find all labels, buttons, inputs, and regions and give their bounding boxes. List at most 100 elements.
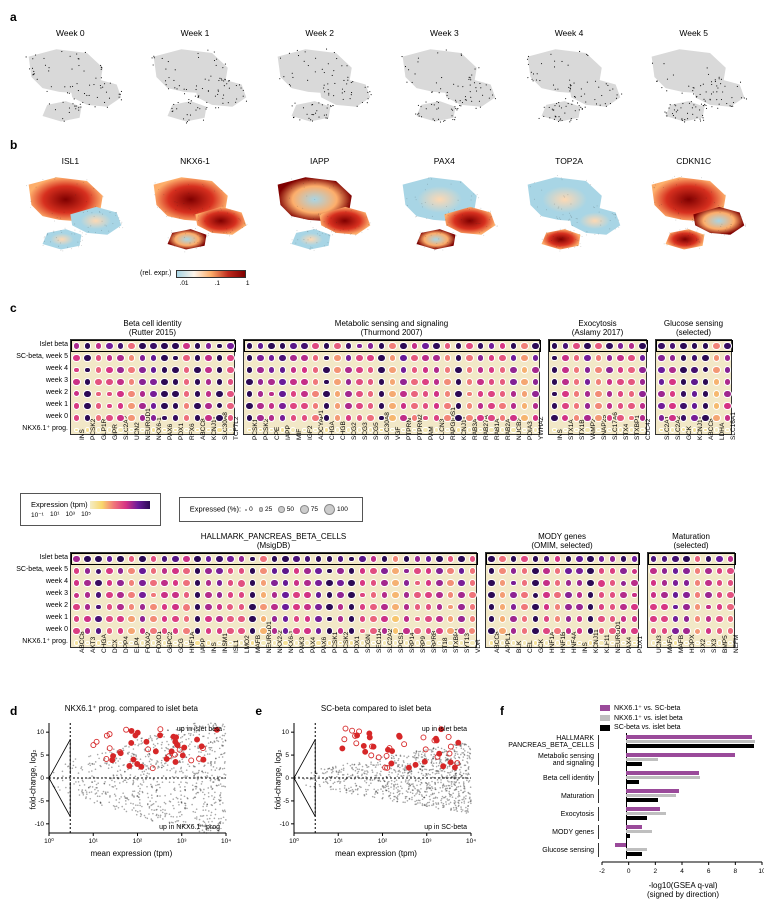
- dotplot-dot: [456, 427, 462, 433]
- dotplot-dot: [337, 615, 345, 623]
- dotplot-dot: [400, 366, 407, 373]
- dotplot-dot: [607, 428, 611, 432]
- dotplot-dot: [95, 354, 103, 362]
- dotplot-dot: [691, 390, 698, 397]
- bar-label: HALLMARKPANCREAS_BETA_CELLS: [508, 735, 598, 749]
- dotplot-dot: [425, 579, 433, 587]
- dotplot-body: Islet betaSC-beta, week 5week 4week 3wee…: [70, 552, 477, 648]
- dotplot-dot: [702, 378, 709, 385]
- dotplot-dot: [366, 354, 374, 362]
- panel-a: a Week 0Week 1Week 2Week 3Week 4Week 5: [10, 10, 754, 130]
- dotplot-dot: [520, 378, 529, 387]
- dotplot-dot: [380, 615, 389, 624]
- dotplot-dot: [669, 354, 677, 362]
- dotplot-row-label: week 2: [13, 389, 68, 396]
- dotplot-dot: [391, 603, 399, 611]
- dotplot-dot: [410, 378, 418, 386]
- dotplot-dot: [355, 366, 363, 374]
- islet-row-box: [244, 340, 541, 352]
- dotplot-dot: [712, 366, 721, 375]
- dotplot-dot: [489, 640, 494, 645]
- dotplot-dot: [498, 567, 506, 575]
- dotplot-dot: [476, 378, 485, 387]
- dotplot-dot: [630, 603, 639, 612]
- dotplot-dot: [726, 603, 735, 612]
- umap-svg: [135, 168, 256, 256]
- dotplot-col-label: NEUROD1: [145, 408, 152, 440]
- dotplot-dot: [173, 641, 177, 645]
- umap-svg: [509, 40, 630, 128]
- bar-track: [598, 825, 764, 839]
- dotplot-dot: [370, 579, 378, 587]
- dotplot-dot: [72, 603, 80, 611]
- dotplot-dot: [345, 354, 353, 362]
- dotplot-dot: [550, 414, 559, 423]
- dotplot-dot: [561, 390, 569, 398]
- bar-track: [598, 753, 764, 767]
- dotplot-dot: [425, 567, 432, 574]
- dotplot-dot: [575, 603, 583, 611]
- bar: [626, 744, 754, 748]
- dotplot-dot: [129, 428, 133, 432]
- dotplot-dot: [338, 641, 342, 645]
- dotplot-dot: [161, 415, 168, 422]
- umap-week-cell: Week 2: [259, 28, 380, 130]
- dotplot-dot: [300, 378, 308, 386]
- dotplot-dot: [694, 603, 702, 611]
- dotplot-dot: [683, 579, 690, 586]
- dotplot-dot: [315, 591, 323, 599]
- dotplot-dot: [389, 354, 396, 361]
- dotplot-dot: [83, 579, 92, 588]
- dotplot-dot: [639, 414, 646, 421]
- dotplot-dot: [204, 603, 213, 612]
- dotplot-dot: [260, 640, 266, 646]
- dotplot-dot: [717, 640, 723, 646]
- bar-label: Beta cell identity: [508, 775, 598, 782]
- dotplot-dot: [477, 390, 485, 398]
- dotplot-dot: [606, 402, 614, 410]
- dotplot-dot: [149, 627, 157, 635]
- dotplot-dot: [584, 378, 591, 385]
- legend-label: NKX6.1⁺ vs. SC-beta: [614, 704, 680, 712]
- dotplot: Beta cell identity(Rutter 2015)Islet bet…: [70, 319, 235, 483]
- dotplot-dot: [337, 627, 345, 635]
- dotplot-dot: [510, 427, 516, 433]
- dotplot-dot: [105, 378, 114, 387]
- dotplot-dot: [531, 627, 540, 636]
- dotplot-dot: [380, 603, 389, 612]
- dotplot-dot: [457, 615, 465, 623]
- expr-legend-label: Expression (tpm): [31, 500, 88, 509]
- dotplot: HALLMARK_PANCREAS_BETA_CELLS(MsigDB)Isle…: [70, 532, 477, 696]
- bar-row: Exocytosis: [508, 805, 764, 823]
- dotplot-dot: [294, 640, 299, 645]
- dotplot-dot: [702, 366, 709, 373]
- dotplot-dot: [487, 627, 495, 635]
- dotplot-dot: [348, 603, 355, 610]
- dotplot-dot: [293, 579, 301, 587]
- svg-text:10: 10: [37, 729, 45, 736]
- bar-row: Glucose sensing: [508, 841, 764, 859]
- dotplot-dot: [292, 603, 301, 612]
- dotplot-dot: [668, 414, 677, 423]
- panel-d: NKX6.1⁺ prog. compared to islet beta fol…: [21, 704, 241, 858]
- dotplot-dot: [226, 390, 234, 398]
- dotplot-dot: [194, 615, 202, 623]
- dotplot-dot: [128, 603, 135, 610]
- bar: [626, 753, 735, 757]
- umap-svg: [633, 168, 754, 256]
- dotplot-dot: [649, 567, 657, 575]
- dotplot-dot: [292, 591, 301, 600]
- dotplot-dot: [510, 402, 517, 409]
- dotplot-dot: [85, 427, 90, 432]
- dotplot-dot: [661, 627, 668, 634]
- dotplot-dot: [551, 402, 558, 409]
- dotplot-row-label: week 4: [13, 578, 68, 585]
- dotplot-dot: [160, 402, 168, 410]
- dotplot-dot: [258, 428, 263, 433]
- umap-week-title: Week 4: [509, 28, 630, 38]
- dotplot-dot: [281, 603, 290, 612]
- dotplot-dot: [411, 366, 418, 373]
- dotplot-dot: [587, 627, 594, 634]
- dotplot-dot: [639, 402, 646, 409]
- dotplot-dot: [205, 390, 213, 398]
